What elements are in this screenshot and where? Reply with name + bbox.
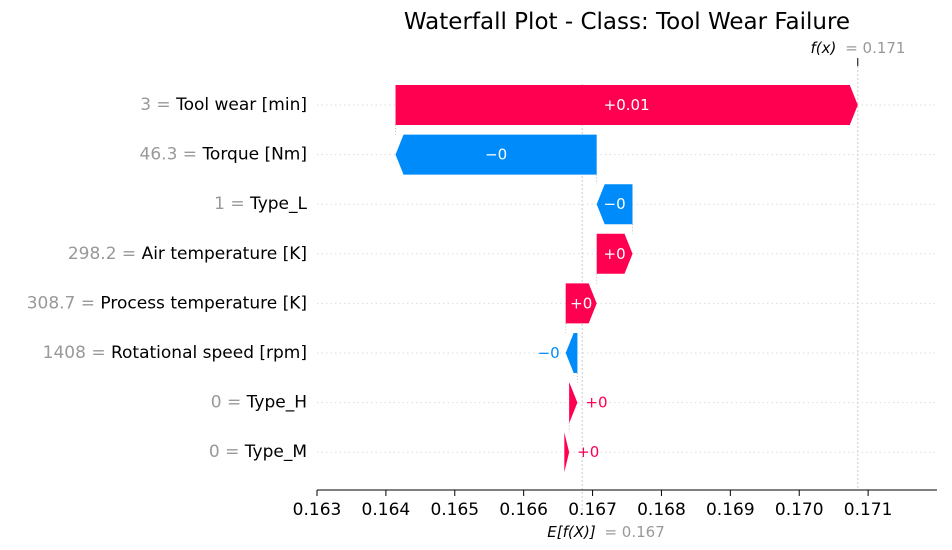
output-label-prefix: f(x) bbox=[811, 39, 837, 57]
positive-bar bbox=[395, 85, 858, 125]
feature-name: Air temperature [K] bbox=[142, 244, 307, 264]
feature-label: 0 = Type_M bbox=[209, 442, 307, 462]
negative-bar bbox=[395, 134, 597, 175]
feature-name: Torque [Nm] bbox=[201, 145, 307, 165]
positive-bar bbox=[596, 233, 633, 274]
feature-name: Type_L bbox=[249, 194, 308, 214]
feature-value: 46.3 = bbox=[140, 145, 203, 165]
x-tick-label: 0.171 bbox=[844, 500, 893, 520]
chart-title: Waterfall Plot - Class: Tool Wear Failur… bbox=[404, 9, 850, 35]
feature-label: 0 = Type_H bbox=[211, 393, 307, 413]
negative-bar bbox=[565, 333, 578, 373]
negative-bar bbox=[596, 184, 633, 225]
bars-group: +0.01 −0 −0 +0 +0 −0 +0 +0 bbox=[395, 85, 858, 473]
x-tick-label: 0.167 bbox=[568, 500, 617, 520]
bar-value-label: +0.01 bbox=[604, 96, 650, 114]
x-tick-label: 0.164 bbox=[362, 500, 411, 520]
feature-value: 0 = bbox=[211, 393, 247, 413]
feature-label: 1 = Type_L bbox=[214, 194, 307, 214]
positive-bar bbox=[564, 432, 570, 473]
feature-value: 1 = bbox=[214, 194, 250, 214]
x-tick-label: 0.170 bbox=[775, 500, 824, 520]
x-tick-label: 0.165 bbox=[430, 500, 479, 520]
feature-name: Tool wear [min] bbox=[175, 95, 307, 115]
feature-value: 308.7 = bbox=[27, 293, 101, 313]
base-label-prefix: E[f(X)] bbox=[547, 523, 596, 541]
x-axis: 0.163 0.164 0.165 0.166 0.167 0.168 0.169 0.170… bbox=[293, 489, 937, 520]
feature-value: 1408 = bbox=[43, 343, 111, 363]
feature-label: 298.2 = Air temperature [K] bbox=[68, 244, 307, 264]
bar-value-label: −0 bbox=[604, 195, 626, 213]
feature-value: 0 = bbox=[209, 442, 245, 462]
feature-label: 46.3 = Torque [Nm] bbox=[140, 145, 307, 165]
base-value-label: E[f(X)] = 0.167 bbox=[547, 523, 665, 541]
feature-label: 3 = Tool wear [min] bbox=[140, 95, 307, 115]
feature-label: 1408 = Rotational speed [rpm] bbox=[43, 343, 307, 363]
row-guides bbox=[317, 58, 937, 516]
bar-value-label: +0 bbox=[604, 245, 626, 263]
feature-value: 298.2 = bbox=[68, 244, 142, 264]
output-label-value: = 0.171 bbox=[845, 39, 905, 57]
x-tick-label: 0.169 bbox=[706, 500, 755, 520]
feature-name: Process temperature [K] bbox=[100, 293, 307, 313]
feature-name: Type_M bbox=[244, 442, 307, 462]
feature-labels: 3 = Tool wear [min] 46.3 = Torque [Nm] 1 =… bbox=[27, 95, 308, 462]
feature-name: Type_H bbox=[246, 393, 307, 413]
positive-bar bbox=[569, 382, 578, 423]
base-label-value: = 0.167 bbox=[604, 523, 664, 541]
bar-value-label: −0 bbox=[485, 146, 507, 164]
feature-value: 3 = bbox=[140, 95, 176, 115]
feature-name: Rotational speed [rpm] bbox=[111, 343, 307, 363]
bar-value-label: +0 bbox=[585, 394, 607, 412]
x-tick-label: 0.168 bbox=[637, 500, 686, 520]
output-value-label: f(x) = 0.171 bbox=[811, 39, 906, 57]
feature-label: 308.7 = Process temperature [K] bbox=[27, 293, 307, 313]
bar-value-label: −0 bbox=[538, 344, 560, 362]
x-tick-label: 0.163 bbox=[293, 500, 342, 520]
positive-bar bbox=[565, 283, 597, 324]
bar-value-label: +0 bbox=[577, 443, 599, 461]
x-tick-label: 0.166 bbox=[499, 500, 548, 520]
bar-value-label: +0 bbox=[570, 294, 592, 312]
